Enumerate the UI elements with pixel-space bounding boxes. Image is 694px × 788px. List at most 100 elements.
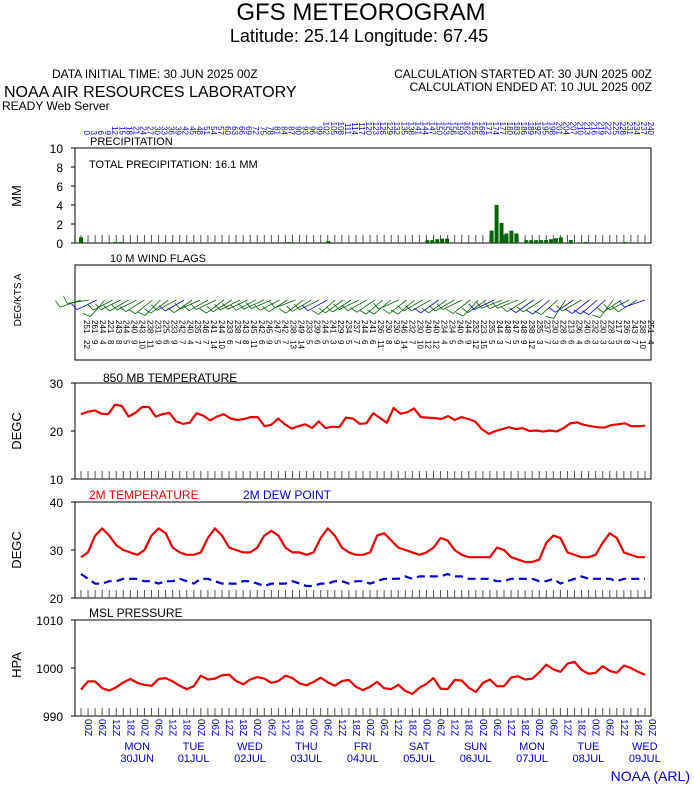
t850-panel bbox=[74, 382, 652, 480]
wind-speed-label: 5 bbox=[320, 340, 329, 345]
wind-ylabel: DEG/KTS A bbox=[13, 273, 24, 326]
time-label: 18Z bbox=[124, 719, 135, 736]
day-label: SAT bbox=[409, 741, 430, 753]
t2m-line bbox=[80, 527, 645, 564]
precip-bar bbox=[504, 233, 509, 243]
wind-speed-label: 10 bbox=[217, 340, 226, 349]
wind-barb-feather bbox=[87, 304, 94, 311]
time-label: 06Z bbox=[435, 719, 446, 736]
wind-speed-label: 5 bbox=[487, 340, 496, 345]
day-label: TUE bbox=[183, 741, 205, 753]
forecast-hour-label: 159 bbox=[456, 122, 465, 136]
time-label: 12Z bbox=[279, 719, 290, 736]
wind-barb bbox=[60, 299, 82, 308]
wind-barb bbox=[76, 299, 98, 311]
wind-speed-label: 5 bbox=[447, 340, 456, 345]
wind-barb bbox=[92, 299, 113, 311]
precip-bar bbox=[118, 242, 123, 243]
wind-speed-label: 9 bbox=[169, 340, 178, 345]
time-label: 18Z bbox=[294, 719, 305, 736]
wind-speed-label: 5 bbox=[344, 340, 353, 345]
precip-bar bbox=[445, 238, 450, 243]
wind-direction-label: 235 bbox=[487, 320, 496, 334]
y-tick-label: 40 bbox=[50, 496, 64, 510]
wind-direction-label: 221 bbox=[106, 320, 115, 334]
calc-ended: CALCULATION ENDED AT: 10 JUL 2025 00Z bbox=[409, 80, 652, 94]
date-label: 08JUL bbox=[573, 753, 605, 765]
time-label: 00Z bbox=[364, 719, 375, 736]
forecast-hour-label: 186 bbox=[519, 122, 528, 136]
wind-barb bbox=[515, 299, 535, 313]
org-name: NOAA AIR RESOURCES LABORATORY bbox=[4, 84, 297, 101]
wind-barb bbox=[365, 299, 384, 315]
wind-speed-label: 9 bbox=[519, 340, 528, 345]
wind-speed-label: 6 bbox=[567, 340, 576, 345]
wind-speed-label: 4 bbox=[98, 340, 107, 345]
wind-speed-label: 5 bbox=[614, 340, 623, 345]
wind-speed-label: 6 bbox=[257, 340, 266, 345]
wind-direction-label: 238 bbox=[233, 320, 242, 334]
wind-barb-feather bbox=[390, 309, 398, 315]
forecast-hour-label: 204 bbox=[561, 122, 570, 136]
forecast-hour-label: 132 bbox=[392, 122, 401, 136]
time-label: 12Z bbox=[449, 719, 460, 736]
wind-direction-label: 245 bbox=[249, 320, 258, 334]
wind-speed-label: 12 bbox=[432, 340, 441, 349]
wind-barb bbox=[292, 299, 312, 312]
wind-speed-label: 4 bbox=[439, 340, 448, 345]
day-label: WED bbox=[632, 741, 658, 753]
wind-direction-label: 228 bbox=[559, 320, 568, 334]
date-label: 01JUL bbox=[178, 753, 210, 765]
wind-direction-label: 243 bbox=[114, 320, 123, 334]
forecast-hour-label: 15 bbox=[117, 126, 126, 135]
wind-barb bbox=[378, 299, 399, 310]
wind-barb bbox=[599, 299, 614, 318]
wind-barb bbox=[462, 299, 479, 317]
time-label: 12Z bbox=[336, 719, 347, 736]
forecast-hour-label: 153 bbox=[442, 122, 451, 136]
wind-barb-feather bbox=[592, 314, 601, 318]
mslp-title: MSL PRESSURE bbox=[89, 606, 183, 620]
wind-direction-label: 244 bbox=[122, 320, 131, 334]
forecast-hour-label: 39 bbox=[174, 126, 183, 135]
wind-barb-feather bbox=[63, 296, 68, 304]
y-tick-label: 8 bbox=[56, 161, 63, 175]
wind-speed-label: 10 bbox=[138, 340, 147, 349]
wind-barb-feather bbox=[455, 312, 464, 317]
wind-direction-label: 242 bbox=[281, 320, 290, 334]
wind-barb bbox=[227, 299, 248, 310]
time-label: 00Z bbox=[308, 719, 319, 736]
wind-direction-label: 238 bbox=[527, 320, 536, 334]
forecast-hour-label: 150 bbox=[435, 122, 444, 136]
wind-barb bbox=[156, 299, 177, 311]
wind-barb-feather bbox=[509, 307, 517, 313]
wind-barb bbox=[332, 299, 352, 313]
wind-speed-label: 22 bbox=[82, 340, 91, 349]
forecast-hour-label: 192 bbox=[533, 122, 542, 136]
time-label: 18Z bbox=[181, 719, 192, 736]
wind-speed-label: 7 bbox=[193, 340, 202, 345]
forecast-hour-label: 24 bbox=[138, 126, 147, 135]
precip-bar bbox=[534, 240, 539, 243]
wind-barb-feather bbox=[429, 305, 436, 312]
wind-barb-feather bbox=[366, 309, 375, 315]
wind-barb-feather bbox=[230, 304, 237, 311]
wind-barb-feather bbox=[190, 303, 197, 310]
wind-speed-label: 5 bbox=[122, 340, 131, 345]
forecast-hour-label: 111 bbox=[343, 123, 352, 136]
date-label: 03JUL bbox=[291, 753, 323, 765]
forecast-hour-label: 237 bbox=[639, 122, 648, 136]
wind-direction-label: 236 bbox=[575, 320, 584, 334]
wind-barb bbox=[481, 299, 503, 309]
wind-panel bbox=[74, 264, 652, 361]
wind-speed-label: 9 bbox=[392, 340, 401, 345]
wind-barb-feather bbox=[565, 308, 573, 314]
location: Latitude: 25.14 Longitude: 67.45 bbox=[230, 26, 488, 46]
wind-direction-label: 241 bbox=[328, 320, 337, 334]
time-label: 18Z bbox=[463, 719, 474, 736]
wind-speed-label: 6 bbox=[360, 340, 369, 345]
wind-barb bbox=[196, 299, 217, 311]
t850-title: 850 MB TEMPERATURE bbox=[103, 371, 237, 385]
wind-speed-label: 4 bbox=[646, 340, 655, 345]
time-label: 12Z bbox=[561, 719, 572, 736]
